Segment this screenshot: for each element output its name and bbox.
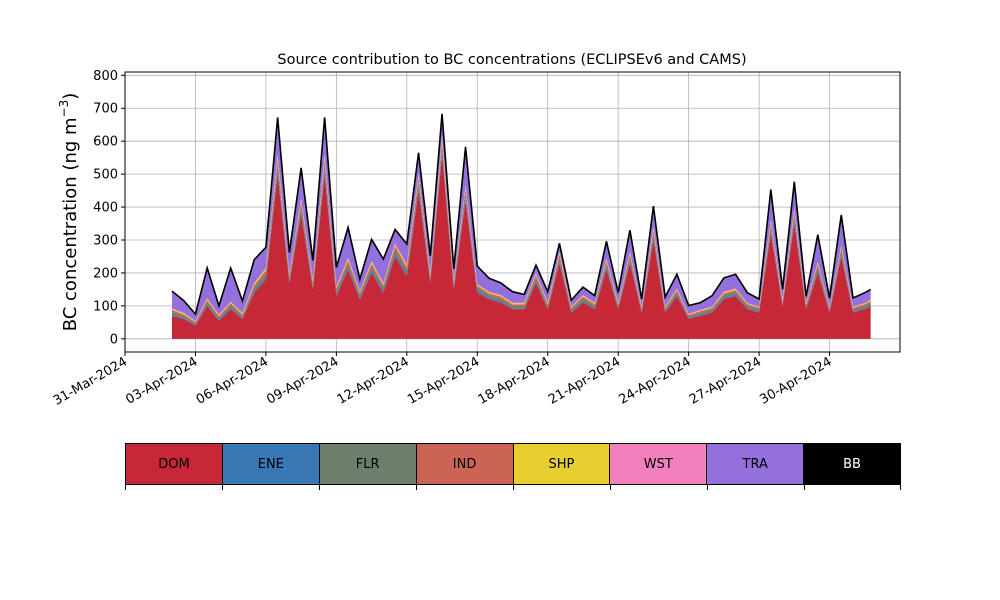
y-tick-label: 400 (93, 201, 118, 216)
legend-item-flr: FLR (319, 444, 417, 484)
x-tick-label: 30-Apr-2024 (757, 354, 834, 407)
y-tick-label: 300 (93, 234, 118, 249)
x-tick-label: 06-Apr-2024 (194, 354, 271, 407)
x-tick-label: 03-Apr-2024 (123, 354, 200, 407)
x-tick-label: 24-Apr-2024 (617, 354, 694, 407)
x-tick-label: 21-Apr-2024 (546, 354, 623, 407)
legend-tick (125, 485, 126, 490)
y-axis-label-close: ) (60, 93, 81, 100)
legend-tick (513, 485, 514, 490)
legend-tick (416, 485, 417, 490)
x-tick-label: 09-Apr-2024 (264, 354, 341, 407)
y-tick-label: 100 (93, 299, 118, 314)
source-legend: DOM ENE FLR IND SHP WST TRA BB (125, 443, 901, 485)
y-axis-label: BC concentration (ng m−3) (57, 93, 81, 332)
legend-label-tra: TRA (742, 456, 768, 472)
legend-item-bb: BB (804, 444, 900, 484)
x-tick-label: 18-Apr-2024 (476, 354, 553, 407)
legend-tick (319, 485, 320, 490)
legend-tick (804, 485, 805, 490)
legend-label-dom: DOM (158, 456, 190, 472)
area-dom (171, 154, 871, 339)
legend-item-shp: SHP (513, 444, 611, 484)
area-layers (171, 113, 872, 339)
legend-label-bb: BB (843, 456, 861, 472)
y-tick-label: 800 (93, 69, 118, 84)
plot-frame (124, 71, 901, 353)
total-outline (171, 113, 872, 316)
legend-label-shp: SHP (548, 456, 575, 472)
y-tick-label: 0 (110, 332, 118, 347)
legend-tick (610, 485, 611, 490)
y-axis: 0 100 200 300 400 500 600 700 800 (93, 69, 125, 347)
legend-item-ene: ENE (222, 444, 320, 484)
x-tick-label: 31-Mar-2024 (51, 354, 130, 408)
y-axis-label-sup: −3 (57, 100, 71, 118)
x-tick-label: 27-Apr-2024 (687, 354, 764, 407)
legend-item-wst: WST (610, 444, 708, 484)
legend-label-wst: WST (643, 456, 673, 472)
legend-item-ind: IND (416, 444, 514, 484)
x-tick-label: 15-Apr-2024 (405, 354, 482, 407)
legend-item-tra: TRA (707, 444, 805, 484)
y-tick-label: 500 (93, 168, 118, 183)
legend-tick (707, 485, 708, 490)
y-tick-label: 700 (93, 102, 118, 117)
legend-tick (222, 485, 223, 490)
y-axis-label-main: BC concentration (ng m (60, 117, 81, 331)
x-axis: 31-Mar-202403-Apr-202406-Apr-202409-Apr-… (51, 352, 835, 409)
legend-tick (900, 485, 901, 490)
legend-label-ene: ENE (257, 456, 284, 472)
legend-label-ind: IND (452, 456, 477, 472)
chart-title: Source contribution to BC concentrations… (277, 52, 746, 68)
y-tick-label: 600 (93, 135, 118, 150)
x-tick-label: 12-Apr-2024 (335, 354, 412, 407)
legend-label-flr: FLR (355, 456, 380, 472)
legend-item-dom: DOM (126, 444, 223, 484)
y-tick-label: 200 (93, 266, 118, 281)
legend-tick-marks (125, 485, 901, 491)
